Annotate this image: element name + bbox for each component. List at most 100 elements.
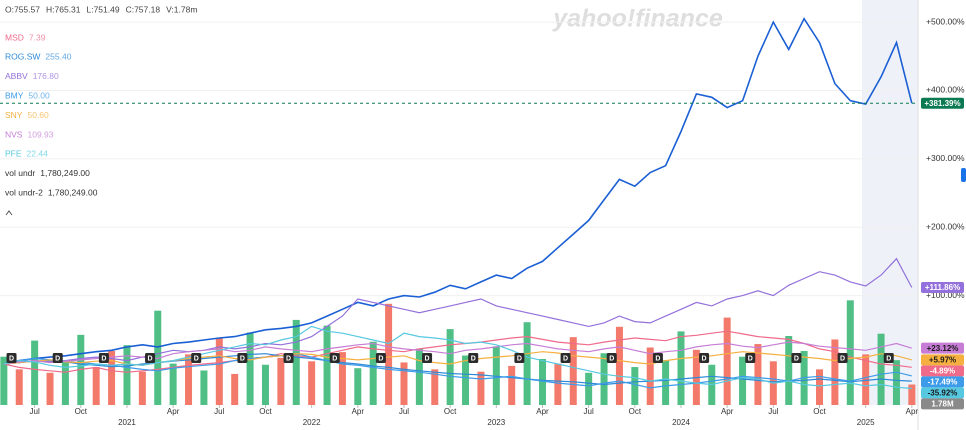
legend-value: 255.40	[45, 52, 71, 62]
volume-legend-name: vol undr-2	[5, 187, 43, 197]
volume-bar	[908, 384, 916, 405]
volume-bar	[877, 333, 885, 405]
dividend-marker	[237, 353, 248, 363]
x-tick-label: 2024	[672, 418, 690, 427]
y-tick-label: +500.00%	[926, 16, 965, 26]
dividend-label: D	[378, 355, 383, 362]
legend-value: 22.44	[27, 149, 49, 159]
x-tick-label: Oct	[75, 407, 88, 416]
volume-bar	[538, 359, 546, 405]
legend-value: 176.80	[33, 71, 59, 81]
end-label: -17.49%	[928, 378, 958, 387]
volume-bar	[462, 355, 470, 405]
legend-name: PFE	[5, 149, 22, 159]
x-tick-label: Jul	[214, 407, 224, 416]
volume-bar	[385, 303, 393, 405]
dividend-marker	[422, 353, 433, 363]
x-tick-label: Jul	[30, 407, 40, 416]
dividend-marker	[514, 353, 525, 363]
volume-legend-value: 1,780,249.00	[48, 187, 98, 197]
volume-bar	[61, 360, 69, 405]
volume-bar	[431, 369, 439, 405]
volume-bar	[892, 360, 900, 405]
ohlc-label: O:755.57	[5, 4, 40, 14]
dividend-label: D	[517, 355, 522, 362]
dividend-marker	[191, 353, 202, 363]
x-tick-label: Oct	[813, 407, 826, 416]
volume-legend-name: vol undr	[5, 168, 35, 178]
volume-bar	[215, 338, 223, 405]
volume-bar	[369, 341, 377, 405]
series-line	[3, 257, 913, 365]
volume-bar	[108, 350, 116, 405]
volume-bar	[569, 337, 577, 405]
x-tick-label: Oct	[259, 407, 272, 416]
ohlc-label: C:757.18	[126, 4, 161, 14]
dividend-label: D	[840, 355, 845, 362]
x-tick-label: Apr	[721, 407, 734, 416]
volume-bar	[185, 354, 193, 405]
volume-bar	[554, 363, 562, 405]
dividend-label: D	[148, 355, 153, 362]
dividend-marker	[791, 353, 802, 363]
volume-bar	[246, 332, 254, 405]
volume-bar	[816, 369, 824, 405]
series-line	[3, 325, 912, 390]
volume-bar	[862, 354, 870, 405]
end-label-box	[921, 342, 964, 354]
end-label-box	[921, 281, 964, 293]
x-tick-label: Oct	[629, 407, 642, 416]
end-label: +5.97%	[929, 356, 956, 365]
end-label: -4.89%	[930, 367, 955, 376]
dividend-label: D	[563, 355, 568, 362]
x-tick-label: Apr	[536, 407, 549, 416]
dividend-marker	[98, 353, 109, 363]
volume-bar	[415, 348, 423, 405]
dividend-marker	[745, 353, 756, 363]
end-label: +111.86%	[925, 283, 960, 292]
volume-bar	[123, 345, 131, 405]
end-label-box	[921, 376, 964, 388]
volume-legend-value: 1,780,249.00	[40, 168, 90, 178]
volume-bar	[585, 372, 593, 405]
volume-bar	[231, 373, 239, 405]
dividend-marker	[652, 353, 663, 363]
dividend-label: D	[194, 355, 199, 362]
volume-bar	[739, 356, 747, 405]
volume-bar	[508, 365, 516, 405]
volume-bar	[138, 371, 146, 405]
watermark: yahoo!finance	[551, 5, 723, 33]
scroll-tab[interactable]	[961, 168, 966, 182]
volume-bar	[615, 326, 623, 405]
legend-name: SNY	[5, 110, 23, 120]
dividend-marker	[468, 353, 479, 363]
dividend-label: D	[55, 355, 60, 362]
end-label-box	[921, 354, 964, 366]
volume-bar	[0, 356, 8, 405]
legend-value: 7.39	[29, 32, 46, 42]
collapse-icon[interactable]	[5, 210, 13, 216]
x-tick-label: Jul	[399, 407, 409, 416]
x-tick-label: Apr	[167, 407, 180, 416]
volume-bar	[277, 357, 285, 405]
ohlc-label: V:1.78m	[166, 4, 197, 14]
end-label: -35.92%	[928, 389, 958, 398]
dividend-marker	[329, 353, 340, 363]
legend-name: ABBV	[5, 71, 28, 81]
volume-bar	[338, 352, 346, 405]
dividend-label: D	[9, 355, 14, 362]
ohlc-label: H:765.31	[46, 4, 81, 14]
series-line	[3, 17, 913, 365]
x-tick-label: Oct	[444, 407, 457, 416]
dividend-label: D	[702, 355, 707, 362]
dividend-marker	[699, 353, 710, 363]
dividend-label: D	[748, 355, 753, 362]
legend-name: ROG.SW	[5, 52, 40, 62]
volume-bar	[831, 339, 839, 405]
legend-name: MSD	[5, 32, 24, 42]
legend-value: 50.60	[27, 110, 49, 120]
end-label: 1.78M	[931, 400, 954, 409]
volume-bar	[46, 372, 54, 405]
dividend-label: D	[101, 355, 106, 362]
dividend-marker	[883, 353, 894, 363]
